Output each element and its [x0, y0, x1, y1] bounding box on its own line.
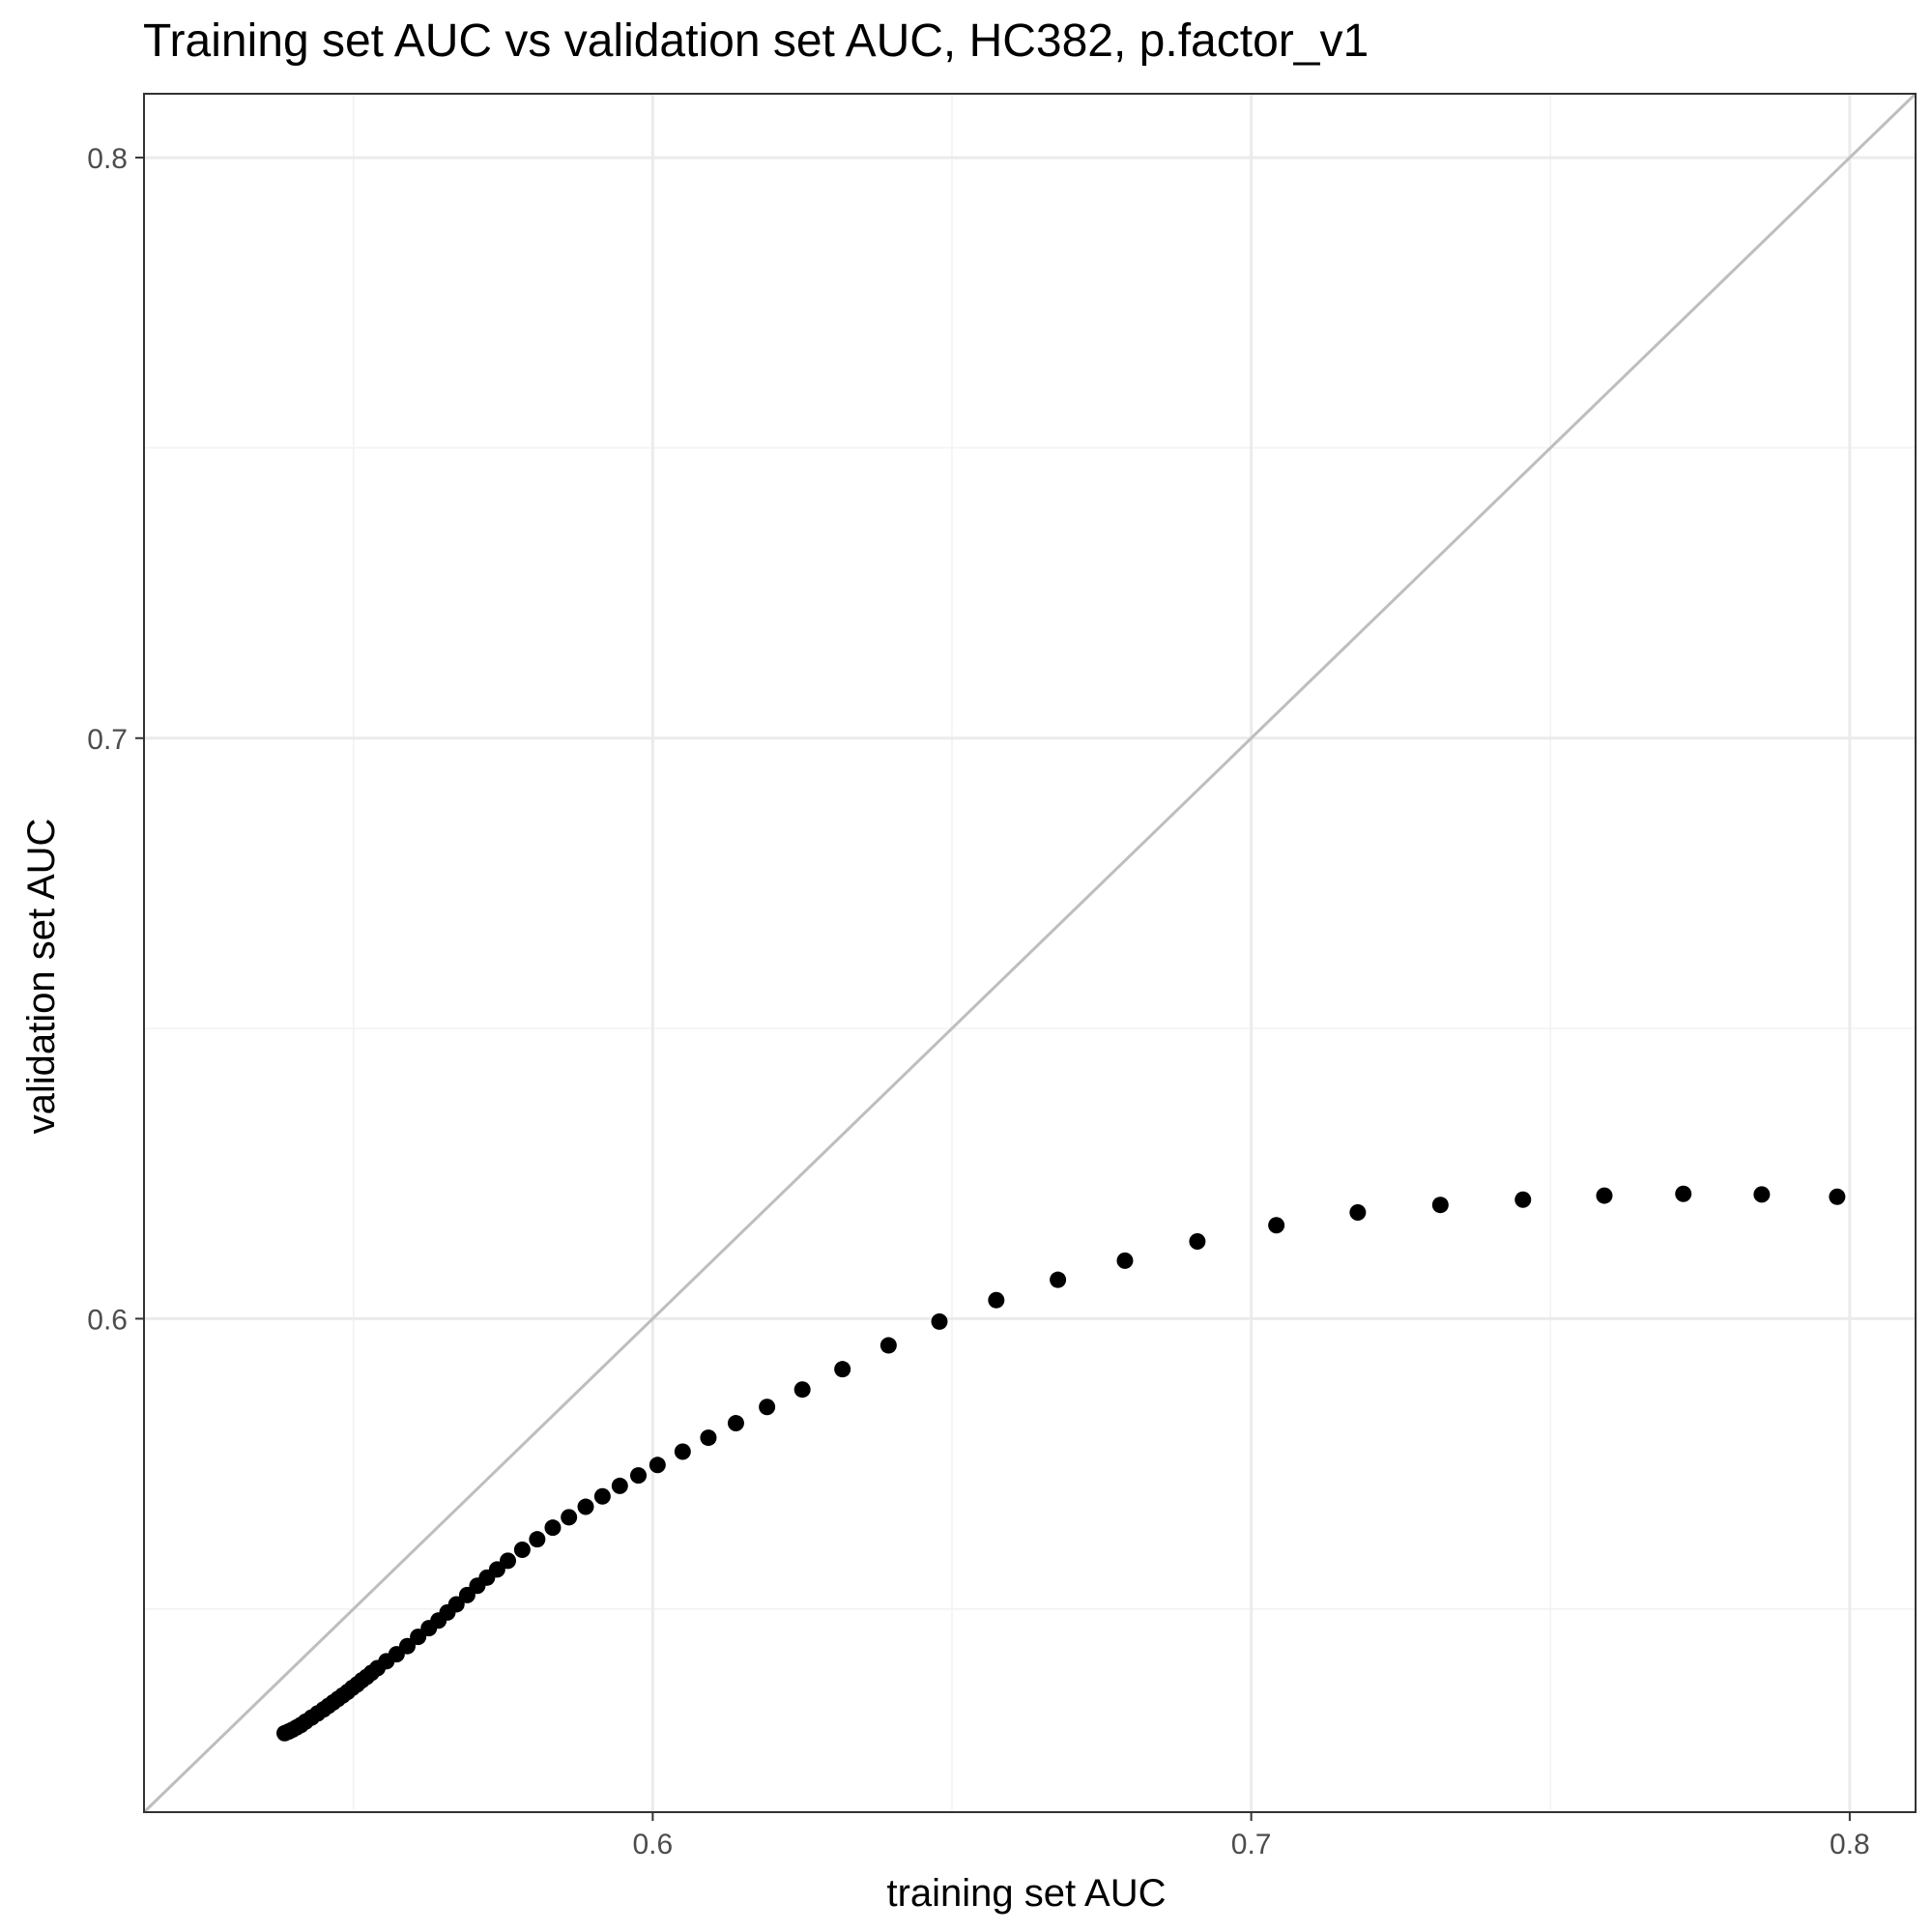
y-tick-label: 0.7: [87, 724, 128, 756]
data-point: [500, 1552, 517, 1570]
identity-line: [142, 92, 1918, 1814]
y-axis-title: validation set AUC: [20, 819, 63, 1135]
data-point: [1675, 1185, 1692, 1202]
data-point: [1753, 1186, 1771, 1203]
data-point: [593, 1487, 611, 1505]
data-point: [1431, 1197, 1449, 1214]
data-point: [447, 1596, 465, 1613]
data-point: [1116, 1252, 1134, 1269]
data-point: [513, 1541, 531, 1558]
data-point: [1268, 1217, 1285, 1234]
data-point: [1596, 1187, 1613, 1204]
data-point: [1514, 1191, 1532, 1208]
data-point: [561, 1509, 578, 1526]
data-points: [276, 1185, 1846, 1742]
data-point: [529, 1531, 546, 1548]
data-point: [544, 1519, 562, 1537]
data-point: [611, 1477, 628, 1494]
identity-line-layer: [142, 92, 1918, 1814]
x-tick-label: 0.8: [1830, 1829, 1870, 1860]
x-axis-title: training set AUC: [886, 1872, 1166, 1915]
data-point: [988, 1291, 1005, 1309]
data-point: [834, 1361, 851, 1378]
axis-ticks: 0.6 0.7 0.8 0.6 0.7 0.8: [87, 143, 1869, 1860]
data-point: [1189, 1233, 1206, 1251]
y-tick-label: 0.6: [87, 1304, 128, 1336]
x-tick-label: 0.7: [1231, 1829, 1272, 1860]
data-point: [1829, 1188, 1846, 1205]
plot-panel-border: [143, 93, 1917, 1813]
data-point: [727, 1415, 744, 1432]
grid-lines: [144, 94, 1916, 1812]
data-point: [931, 1312, 948, 1330]
data-point: [1050, 1271, 1067, 1288]
y-tick-label: 0.8: [87, 143, 128, 175]
data-point: [577, 1498, 594, 1515]
x-tick-label: 0.6: [633, 1829, 674, 1860]
data-point: [759, 1399, 776, 1416]
data-point: [879, 1337, 897, 1354]
data-point: [630, 1467, 648, 1485]
data-point: [674, 1443, 691, 1460]
data-point: [793, 1381, 811, 1399]
data-point: [398, 1637, 416, 1655]
data-point: [1349, 1204, 1367, 1222]
data-point: [649, 1456, 666, 1474]
chart-title: Training set AUC vs validation set AUC, …: [143, 15, 1369, 67]
data-point: [700, 1429, 717, 1447]
